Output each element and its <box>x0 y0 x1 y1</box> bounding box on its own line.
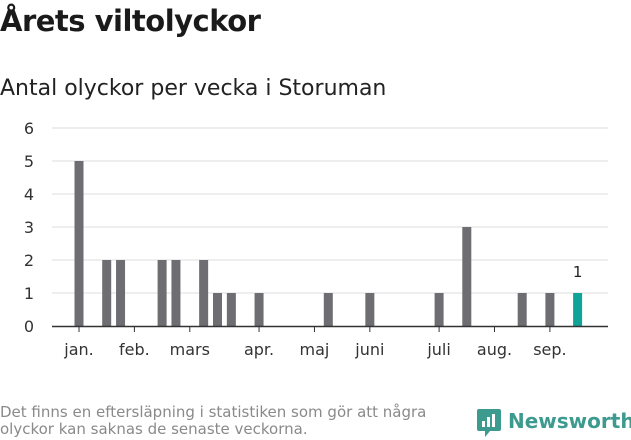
bar[interactable] <box>365 293 375 326</box>
bar[interactable] <box>116 260 126 326</box>
y-tick-label: 2 <box>24 251 34 270</box>
x-tick-label: juni <box>354 340 384 359</box>
y-tick-label: 5 <box>24 152 34 171</box>
bar-value-labels: 1 <box>573 263 583 281</box>
chart-title: Årets viltolyckor <box>0 4 261 38</box>
chart-subtitle: Antal olyckor per vecka i Storuman <box>0 76 387 101</box>
x-tick-label: sep. <box>533 340 566 359</box>
x-tick-label: aug. <box>477 340 512 359</box>
x-tick-label: jan. <box>63 340 93 359</box>
bar-highlight[interactable] <box>573 293 583 326</box>
bars <box>74 161 583 326</box>
y-tick-label: 6 <box>24 119 34 138</box>
newsworthy-logo-icon <box>477 409 501 437</box>
bar[interactable] <box>74 161 84 326</box>
y-tick-label: 0 <box>24 317 34 336</box>
y-tick-label: 4 <box>24 185 34 204</box>
bar[interactable] <box>157 260 167 326</box>
bar-value-label: 1 <box>573 263 583 281</box>
footnote: Det finns en eftersläpning i statistiken… <box>0 403 427 438</box>
newsworthy-logo-text: Newsworthy <box>508 409 631 433</box>
bar[interactable] <box>434 293 444 326</box>
x-axis <box>52 325 608 332</box>
bar[interactable] <box>213 293 222 326</box>
x-tick-label: juli <box>426 340 450 359</box>
x-axis-labels: jan. feb. mars apr. maj juni juli aug. sep. <box>63 340 566 359</box>
x-tick-label: apr. <box>244 340 274 359</box>
bar[interactable] <box>199 260 209 326</box>
y-axis-labels: 0 1 2 3 4 5 6 <box>24 119 34 336</box>
bar-chart: 0 1 2 3 4 5 6 1 jan. feb. mars apr. maj juni juli aug… <box>24 119 608 359</box>
bar[interactable] <box>254 293 264 326</box>
bar[interactable] <box>102 260 112 326</box>
y-tick-label: 3 <box>24 218 34 237</box>
newsworthy-logo[interactable]: Newsworthy <box>476 408 631 440</box>
y-tick-label: 1 <box>24 284 34 303</box>
bar[interactable] <box>517 293 527 326</box>
bar[interactable] <box>323 293 333 326</box>
x-tick-label: maj <box>300 340 330 359</box>
bar[interactable] <box>171 260 181 326</box>
x-tick-label: feb. <box>119 340 150 359</box>
bar[interactable] <box>545 293 555 326</box>
bar[interactable] <box>462 227 472 326</box>
x-tick-label: mars <box>170 340 210 359</box>
y-gridlines <box>52 127 608 294</box>
bar[interactable] <box>226 293 236 326</box>
